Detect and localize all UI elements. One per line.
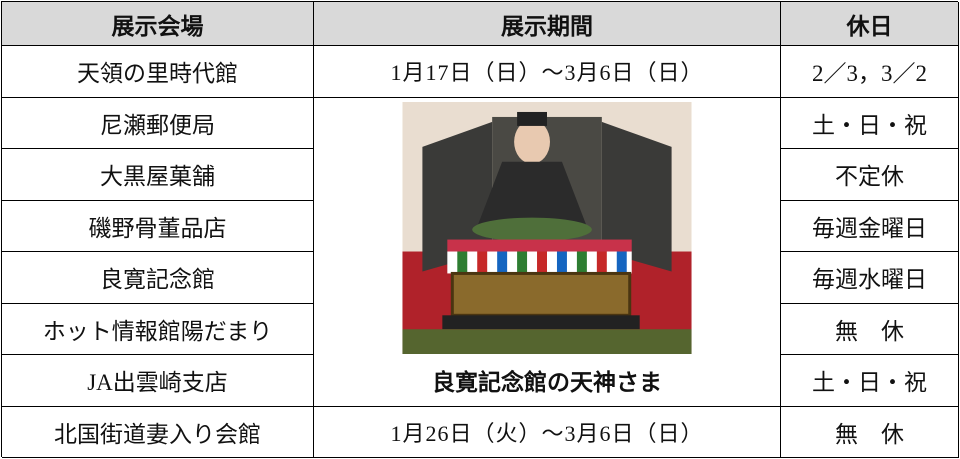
venue-cell: 尼瀬郵便局 (2, 97, 314, 149)
robe-hem (472, 217, 592, 242)
photo-caption: 良寛記念館の天神さま (432, 368, 662, 395)
venue-cell: 北国街道妻入り会館 (2, 406, 314, 458)
venue-cell: 大黒屋菓舗 (2, 149, 314, 201)
venue-cell: 良寛記念館 (2, 252, 314, 304)
holiday-cell: 2／3，3／2 (781, 46, 959, 98)
venue-cell: 天領の里時代館 (2, 46, 314, 98)
period-cell: 1月17日（日）～3月6日（日） (314, 46, 781, 98)
face (514, 119, 550, 164)
holiday-cell: 土・日・祝 (781, 355, 959, 407)
photo-cell: 良寛記念館の天神さま (314, 97, 781, 407)
header-cell: 休日 (781, 2, 959, 46)
holiday-cell: 土・日・祝 (781, 97, 959, 149)
gold-base (450, 271, 632, 317)
holiday-cell: 不定休 (781, 149, 959, 201)
cushion (447, 239, 632, 252)
photo (402, 101, 692, 354)
venue-cell: 磯野骨董品店 (2, 200, 314, 252)
period-cell: 1月26日（火）～3月6日（日） (314, 406, 781, 458)
stripe-colors (457, 251, 627, 273)
header-cell: 展示期間 (314, 2, 781, 46)
venue-cell: JA出雲崎支店 (2, 355, 314, 407)
holiday-cell: 毎週金曜日 (781, 200, 959, 252)
base-foot (442, 314, 640, 329)
mat (402, 328, 692, 354)
crown (517, 111, 547, 126)
venue-cell: ホット情報館陽だまり (2, 303, 314, 355)
holiday-cell: 毎週水曜日 (781, 252, 959, 304)
holiday-cell: 無 休 (781, 303, 959, 355)
holiday-cell: 無 休 (781, 406, 959, 458)
screen-left (422, 121, 493, 271)
robe (477, 161, 587, 227)
header-cell: 展示会場 (2, 2, 314, 46)
screen-right (601, 121, 672, 271)
